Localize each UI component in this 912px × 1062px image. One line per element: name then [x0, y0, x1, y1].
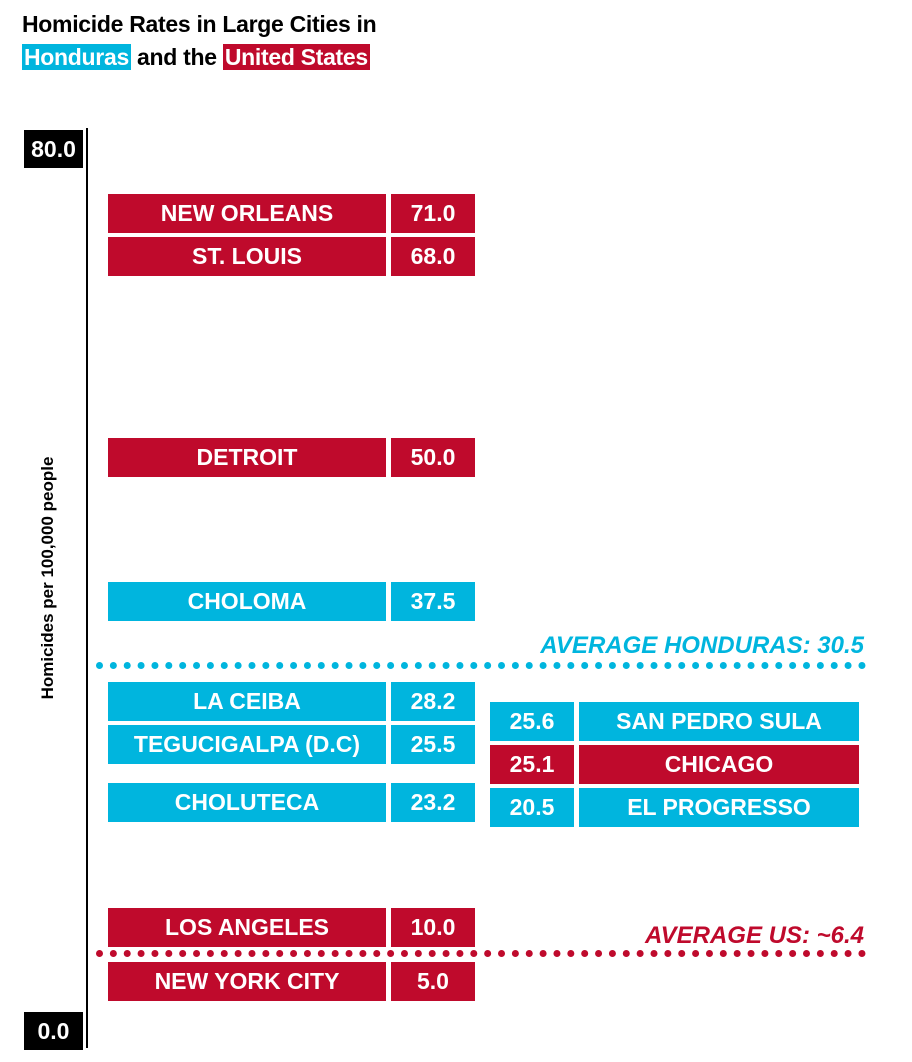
title-line-2: Honduras and the United States [22, 41, 376, 74]
city-label-los-angeles: LOS ANGELES [108, 908, 386, 947]
title-connector: and the [130, 44, 223, 70]
rate-label-choluteca: 23.2 [391, 783, 475, 822]
average-label-honduras: AVERAGE HONDURAS: 30.5 [540, 632, 864, 659]
rate-label-tegucigalpa-d-c: 25.5 [391, 725, 475, 764]
city-label-st-louis: ST. LOUIS [108, 237, 386, 276]
average-line-honduras [96, 662, 866, 669]
city-label-choloma: CHOLOMA [108, 582, 386, 621]
rate-label-san-pedro-sula: 25.6 [490, 702, 574, 741]
city-label-detroit: DETROIT [108, 438, 386, 477]
rate-label-st-louis: 68.0 [391, 237, 475, 276]
rate-label-chicago: 25.1 [490, 745, 574, 784]
title-line-1: Homicide Rates in Large Cities in [22, 11, 377, 37]
y-axis-title: Homicides per 100,000 people [38, 456, 57, 700]
rate-label-la-ceiba: 28.2 [391, 682, 475, 721]
y-axis-max-label: 80.0 [24, 130, 83, 168]
rate-label-new-york-city: 5.0 [391, 962, 475, 1001]
chart-title: Homicide Rates in Large Cities in Hondur… [22, 8, 377, 74]
rate-label-detroit: 50.0 [391, 438, 475, 477]
rate-label-el-progresso: 20.5 [490, 788, 574, 827]
city-label-la-ceiba: LA CEIBA [108, 682, 386, 721]
city-label-chicago: CHICAGO [579, 745, 859, 784]
city-label-new-orleans: NEW ORLEANS [108, 194, 386, 233]
average-label-us: AVERAGE US: ~6.4 [645, 922, 864, 949]
title-honduras-highlight: Honduras [22, 44, 131, 70]
city-label-el-progresso: EL PROGRESSO [579, 788, 859, 827]
rate-label-new-orleans: 71.0 [391, 194, 475, 233]
average-line-us [96, 950, 866, 957]
city-label-new-york-city: NEW YORK CITY [108, 962, 386, 1001]
rate-label-choloma: 37.5 [391, 582, 475, 621]
rate-label-los-angeles: 10.0 [391, 908, 475, 947]
y-axis-min-label: 0.0 [24, 1012, 83, 1050]
y-axis-line [86, 128, 88, 1048]
city-label-choluteca: CHOLUTECA [108, 783, 386, 822]
city-label-tegucigalpa-d-c: TEGUCIGALPA (D.C) [108, 725, 386, 764]
city-label-san-pedro-sula: SAN PEDRO SULA [579, 702, 859, 741]
title-united-states-highlight: United States [222, 44, 370, 70]
